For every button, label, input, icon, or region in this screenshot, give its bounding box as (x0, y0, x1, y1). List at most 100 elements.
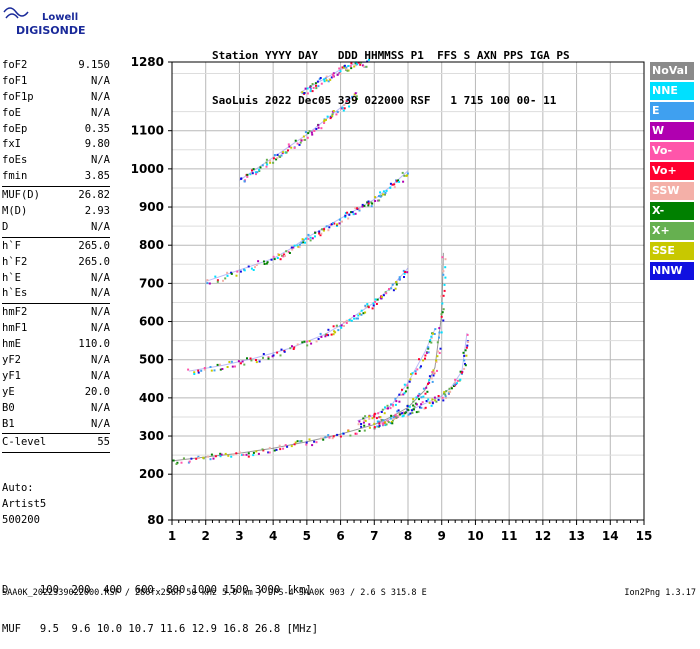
echo-point (212, 457, 215, 460)
echo-point (323, 228, 326, 231)
echo-point (334, 331, 337, 334)
echo-point (435, 400, 438, 403)
plot-grid (171, 61, 645, 521)
echo-point (293, 346, 296, 349)
echo-point (380, 296, 383, 298)
echo-point (319, 332, 322, 335)
plot-frame (171, 61, 645, 521)
echo-point (219, 452, 222, 455)
echo-point (417, 410, 420, 413)
echo-point (202, 456, 205, 459)
echo-point (324, 333, 327, 336)
echo-point (437, 395, 440, 397)
echo-point (412, 408, 415, 411)
param-value: 0.35 (84, 122, 110, 135)
echo-point (276, 351, 279, 354)
param-value: N/A (91, 401, 110, 414)
echo-point (306, 344, 309, 347)
echo-point (381, 408, 384, 411)
echo-point (218, 363, 221, 366)
param-row: fmin 3.85 (2, 169, 110, 185)
echo-point (427, 346, 430, 349)
echo-point (403, 272, 406, 275)
echo-point (387, 407, 389, 410)
echo-point (368, 415, 370, 418)
echo-point (238, 451, 241, 454)
echo-point (428, 379, 431, 382)
x-tick-label: 5 (303, 529, 311, 543)
echo-point (367, 202, 370, 205)
param-value: N/A (91, 74, 110, 87)
echo-point (390, 414, 393, 417)
echo-point (394, 403, 397, 406)
echo-point (463, 359, 466, 362)
echo-point (364, 311, 367, 314)
echo-point (398, 400, 401, 403)
echo-point (310, 342, 313, 345)
echo-point (393, 186, 396, 189)
echo-point (412, 404, 415, 407)
echo-point (360, 61, 362, 64)
echo-point (320, 335, 323, 338)
param-value: N/A (91, 369, 110, 382)
echo-point (432, 374, 435, 377)
echo-point (354, 212, 357, 215)
echo-point (261, 448, 264, 451)
param-row: yE 20.0 (2, 385, 110, 401)
param-row: MUF(D) 26.82 (2, 188, 110, 204)
echo-point (460, 371, 463, 374)
echo-point (267, 451, 270, 454)
x-tick-label: 11 (501, 529, 518, 543)
echo-point (332, 110, 335, 112)
echo-point (428, 340, 431, 343)
echo-point (320, 82, 323, 85)
param-name: fxI (2, 138, 21, 151)
echo-point (382, 423, 385, 426)
echo-point (411, 372, 414, 375)
echo-point (197, 369, 200, 372)
param-name: hmF1 (2, 322, 28, 335)
echo-point (418, 398, 420, 401)
echo-point (403, 276, 405, 278)
echo-point (279, 448, 282, 451)
param-value: 3.85 (84, 170, 110, 183)
echo-point (349, 65, 352, 68)
echo-point (393, 417, 396, 420)
echo-point (256, 171, 259, 174)
echo-point (353, 93, 356, 96)
echo-point (325, 118, 327, 121)
param-name: h`E (2, 271, 21, 284)
echo-point (407, 413, 410, 416)
echo-point (402, 180, 405, 183)
echo-point (358, 209, 361, 212)
echo-point (257, 260, 260, 263)
echo-point (441, 396, 444, 399)
echo-point (362, 421, 365, 424)
echo-point (304, 131, 307, 134)
echo-point (384, 421, 387, 424)
echo-point (282, 151, 285, 154)
echo-point (327, 434, 330, 437)
echo-point (384, 193, 386, 196)
echo-point (463, 354, 466, 357)
echo-point (324, 436, 327, 439)
echo-point (246, 173, 249, 176)
echo-point (385, 292, 388, 295)
echo-point (306, 136, 309, 139)
echo-point (347, 65, 350, 67)
echo-point (387, 421, 390, 424)
echo-point (377, 420, 380, 423)
echo-point (322, 438, 325, 441)
echo-point (372, 304, 375, 307)
echo-point (241, 360, 244, 363)
echo-point (413, 405, 416, 408)
legend-item: NoVal (650, 62, 694, 80)
echo-point (367, 204, 370, 207)
param-row: foF1 N/A (2, 74, 110, 90)
echo-point (216, 363, 219, 366)
echo-point (390, 287, 393, 290)
echo-point (332, 72, 335, 75)
auto-code: 500200 (2, 514, 40, 526)
echo-point (363, 418, 366, 421)
echo-point (347, 69, 350, 72)
